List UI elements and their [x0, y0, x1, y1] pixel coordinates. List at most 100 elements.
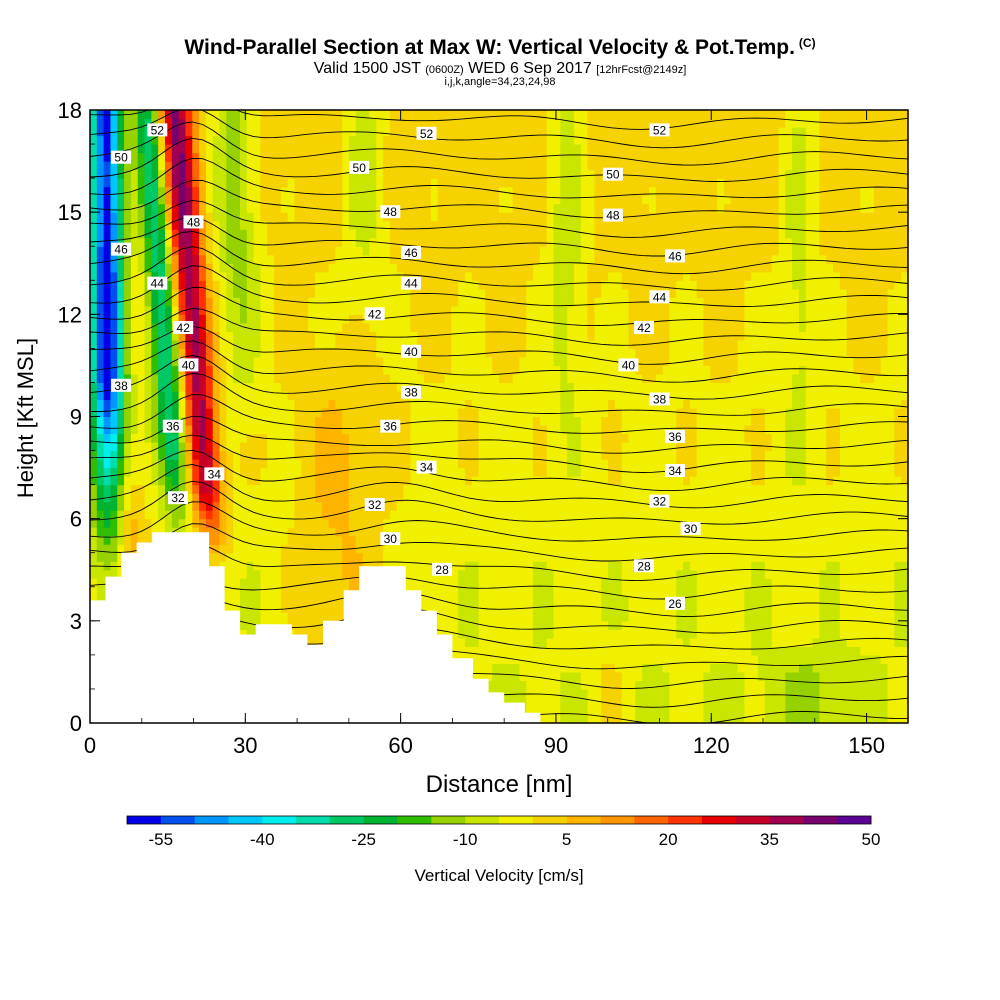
heat-cell: [205, 254, 214, 264]
heat-cell: [417, 373, 425, 384]
heat-cell: [376, 254, 384, 264]
heat-cell: [110, 195, 118, 205]
heat-cell: [260, 425, 268, 435]
heat-cell: [287, 186, 296, 196]
heat-cell: [546, 399, 555, 409]
heat-cell: [485, 135, 493, 145]
heat-cell: [349, 578, 357, 588]
heat-cell: [335, 603, 343, 613]
heat-cell: [485, 561, 493, 571]
heat-cell: [328, 442, 336, 452]
heat-cell: [199, 195, 207, 205]
heat-cell: [130, 161, 139, 171]
heat-cell: [158, 305, 166, 315]
heat-cell: [274, 459, 282, 469]
heat-cell: [403, 220, 411, 230]
heat-cell: [458, 203, 466, 213]
heat-cell: [124, 544, 132, 554]
heat-cell: [260, 297, 268, 307]
heat-cell: [267, 561, 275, 571]
heat-cell: [396, 178, 405, 188]
heat-cell: [410, 425, 418, 435]
heat-cell: [464, 195, 473, 205]
heat-cell: [533, 246, 541, 256]
heat-cell: [417, 442, 425, 452]
heat-cell: [246, 118, 255, 128]
heat-cell: [308, 118, 316, 128]
heat-cell: [274, 425, 282, 435]
heat-cell: [424, 595, 432, 605]
heat-cell: [512, 467, 521, 477]
heat-cell: [233, 178, 241, 188]
heat-cell: [546, 288, 555, 298]
heat-cell: [151, 373, 159, 384]
heat-cell: [539, 339, 548, 349]
heat-cell: [355, 314, 364, 324]
heat-cell: [410, 186, 418, 196]
heat-cell: [464, 152, 473, 162]
heat-cell: [458, 280, 466, 290]
heat-cell: [533, 390, 541, 401]
heat-cell: [246, 433, 255, 443]
heat-cell: [287, 399, 296, 409]
heat-cell: [444, 280, 452, 290]
heat-cell: [546, 135, 555, 145]
heat-cell: [328, 110, 336, 120]
heat-cell: [424, 442, 432, 452]
heat-cell: [478, 263, 486, 273]
heat-cell: [287, 348, 296, 358]
heat-cell: [485, 373, 493, 384]
heat-cell: [144, 442, 152, 452]
heat-cell: [342, 501, 350, 511]
heat-cell: [321, 603, 330, 613]
heat-cell: [253, 186, 262, 196]
heat-cell: [267, 493, 275, 503]
heat-cell: [144, 407, 152, 418]
heat-cell: [239, 586, 248, 596]
heat-cell: [185, 416, 193, 426]
heat-cell: [110, 237, 118, 247]
heat-cell: [444, 544, 452, 554]
heat-cell: [376, 135, 384, 145]
heat-cell: [349, 212, 357, 222]
heat-cell: [110, 467, 118, 477]
heat-cell: [280, 169, 289, 179]
heat-cell: [124, 305, 132, 315]
heat-cell: [314, 288, 323, 298]
heat-cell: [410, 527, 418, 537]
heat-cell: [205, 118, 214, 128]
heat-cell: [383, 254, 391, 264]
heat-cell: [437, 373, 446, 384]
heat-cell: [451, 459, 459, 469]
heat-cell: [267, 501, 275, 511]
heat-cell: [533, 637, 541, 647]
heat-cell: [96, 152, 105, 162]
heat-cell: [335, 433, 343, 443]
heat-cell: [492, 586, 500, 596]
heat-cell: [130, 110, 139, 120]
heat-cell: [485, 322, 493, 332]
heat-cell: [294, 450, 302, 460]
heat-cell: [424, 450, 432, 460]
heat-cell: [539, 578, 548, 588]
heat-cell: [144, 331, 152, 341]
heat-cell: [90, 467, 98, 477]
heat-cell: [430, 297, 439, 307]
heat-cell: [492, 297, 500, 307]
heat-cell: [328, 314, 336, 324]
heat-cell: [205, 484, 214, 494]
heat-cell: [233, 144, 241, 154]
heat-cell: [253, 603, 262, 613]
heat-cell: [158, 178, 166, 188]
heat-cell: [239, 442, 248, 452]
heat-cell: [396, 297, 405, 307]
heat-cell: [212, 450, 221, 460]
heat-cell: [335, 552, 343, 562]
heat-cell: [233, 212, 241, 222]
heat-cell: [301, 603, 309, 613]
heat-cell: [267, 416, 275, 426]
heat-cell: [267, 186, 275, 196]
heat-cell: [294, 569, 302, 579]
heat-cell: [362, 425, 371, 435]
